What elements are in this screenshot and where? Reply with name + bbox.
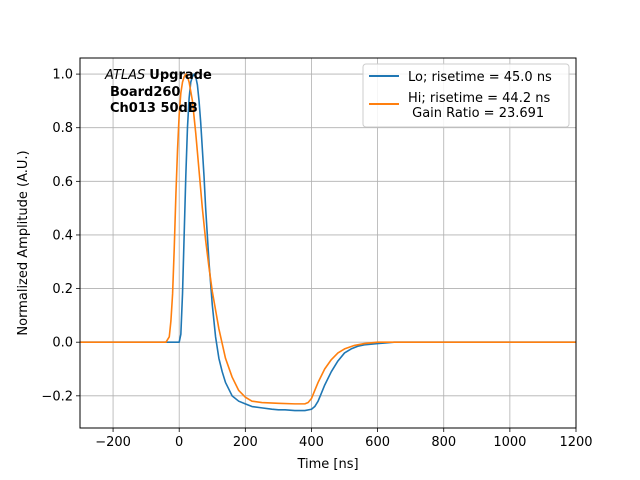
legend: Lo; risetime = 45.0 ns Hi; risetime = 44… (362, 63, 570, 128)
annotation-italic: ATLAS (104, 68, 145, 83)
series-line-hi (80, 73, 576, 405)
y-tick-label: 0.8 (52, 121, 73, 136)
y-tick-label: 0.2 (52, 282, 73, 297)
series-line-lo (80, 73, 576, 412)
x-tick-label: 600 (365, 435, 390, 450)
legend-label-lo: Lo; risetime = 45.0 ns (408, 70, 552, 85)
y-tick-label: 1.0 (52, 68, 73, 83)
x-axis-label: Time [ns] (296, 457, 358, 472)
y-tick-label: 0.6 (52, 175, 73, 190)
x-tick-label: 1200 (559, 435, 592, 450)
annotation-block: ATLAS Upgrade Board260 Ch013 50dB (104, 68, 212, 116)
x-tick-label: 400 (299, 435, 324, 450)
x-tick-label: 200 (233, 435, 258, 450)
legend-label-hi: Hi; risetime = 44.2 ns Gain Ratio = 23.6… (408, 91, 550, 121)
series-layer (80, 73, 576, 412)
legend-label-hi-line: Gain Ratio = 23.691 (408, 106, 544, 121)
x-tick-label: 1000 (493, 435, 526, 450)
x-tick-label: −200 (95, 435, 131, 450)
y-axis-ticks: −0.2 0.0 0.2 0.4 0.6 0.8 1.0 (41, 68, 80, 404)
legend-box (362, 63, 570, 128)
x-axis-ticks: −200 0 200 400 600 800 1000 1200 (95, 428, 593, 450)
annotation-line-1: Board260 (110, 85, 180, 100)
annotation-bold: Upgrade (149, 68, 212, 83)
x-tick-label: 800 (431, 435, 456, 450)
y-tick-label: 0.4 (52, 228, 73, 243)
legend-label-hi-line: Hi; risetime = 44.2 ns (408, 91, 550, 106)
annotation-title: ATLAS Upgrade (104, 68, 212, 83)
x-tick-label: 0 (175, 435, 183, 450)
y-axis-label: Normalized Amplitude (A.U.) (16, 150, 31, 335)
annotation-line-2: Ch013 50dB (110, 101, 198, 116)
plot-frame (79, 57, 577, 429)
y-tick-label: −0.2 (41, 389, 73, 404)
y-tick-label: 0.0 (52, 336, 73, 351)
